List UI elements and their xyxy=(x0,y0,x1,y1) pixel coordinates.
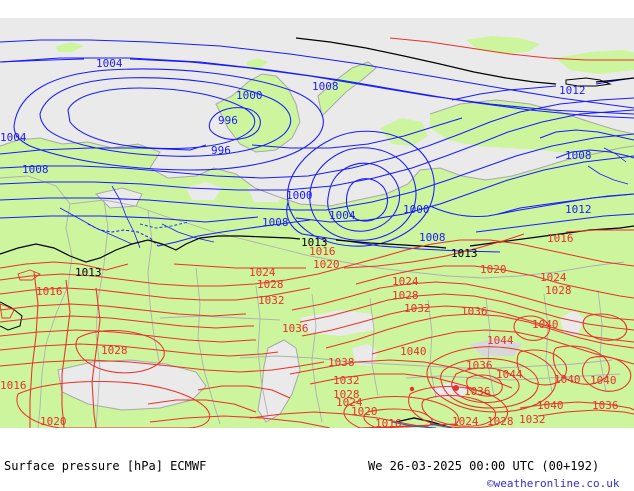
contour-label: 1013 xyxy=(451,247,478,260)
contour-label: 1032 xyxy=(404,302,431,315)
contour-label: 1036 xyxy=(282,322,309,335)
contour-label: 1000 xyxy=(236,89,263,102)
contour-label: 1000 xyxy=(403,203,430,216)
political-borders xyxy=(0,175,625,428)
contour-label: 1020 xyxy=(40,415,67,428)
isobars-high xyxy=(0,37,634,428)
contour-label: 1036 xyxy=(592,399,619,412)
contour-label: 1020 xyxy=(351,405,378,418)
contour-label: 1024 xyxy=(249,266,276,279)
contour-label: 1013 xyxy=(301,236,328,249)
contour-label: 1013 xyxy=(75,266,102,279)
contour-label: 1016 xyxy=(36,285,63,298)
contour-label: 1036 xyxy=(461,305,488,318)
contour-label: 1008 xyxy=(262,216,289,229)
contour-label: 1032 xyxy=(258,294,285,307)
contour-label: 1028 xyxy=(545,284,572,297)
contour-label: 1028 xyxy=(257,278,284,291)
contour-label: 1040 xyxy=(554,373,581,386)
contour-label: 1040 xyxy=(537,399,564,412)
model-run-timestamp: We 26-03-2025 00:00 UTC (00+192) xyxy=(368,459,600,473)
contour-label: 1024 xyxy=(392,275,419,288)
copyright-link[interactable]: ©weatheronline.co.uk xyxy=(487,477,620,490)
land-layer xyxy=(0,36,634,428)
contour-label: 1028 xyxy=(392,289,419,302)
contour-label: 1016 xyxy=(0,379,27,392)
isobars-low xyxy=(0,39,634,253)
contour-label: 1016 xyxy=(375,417,402,428)
map-canvas xyxy=(0,18,634,428)
contour-label: 1012 xyxy=(559,84,586,97)
river-lines xyxy=(139,221,453,428)
contour-label: 1040 xyxy=(400,345,427,358)
contour-label: 1044 xyxy=(496,368,523,381)
contour-label: 1016 xyxy=(547,232,574,245)
contour-label: 1040 xyxy=(532,318,559,331)
contour-label: 1004 xyxy=(96,57,123,70)
product-title: Surface pressure [hPa] ECMWF xyxy=(4,459,207,473)
contour-label: 996 xyxy=(218,114,238,127)
contour-label: 1024 xyxy=(336,396,363,409)
contour-label: 1044 xyxy=(487,334,514,347)
contour-label: 1008 xyxy=(565,149,592,162)
contour-label: 1008 xyxy=(22,163,49,176)
contour-label: 1012 xyxy=(565,203,592,216)
contour-label: 1040 xyxy=(590,374,617,387)
contour-label: 1020 xyxy=(313,258,340,271)
contour-label: 1032 xyxy=(519,413,546,426)
contour-label: 1036 xyxy=(464,385,491,398)
contour-label: 1004 xyxy=(0,131,27,144)
contour-label: 1032 xyxy=(333,374,360,387)
contour-label: 1028 xyxy=(487,415,514,428)
contour-label: 1024 xyxy=(540,271,567,284)
contour-label: 1004 xyxy=(329,209,356,222)
contour-label: 1000 xyxy=(286,189,313,202)
contour-label: 1028 xyxy=(333,388,360,401)
map-footer: Surface pressure [hPa] ECMWF We 26-03-20… xyxy=(0,428,634,490)
pressure-map[interactable]: 1004 1000 1008 1012 996 1004 996 1008 1008 1000 10… xyxy=(0,18,634,428)
contour-label: 1008 xyxy=(312,80,339,93)
contour-label: 1024 xyxy=(452,415,479,428)
contour-label: 1008 xyxy=(419,231,446,244)
contour-label: 1028 xyxy=(101,344,128,357)
contour-label: 1038 xyxy=(328,356,355,369)
contour-label: 1036 xyxy=(466,359,493,372)
contour-label: 996 xyxy=(211,144,231,157)
contour-label: 1016 xyxy=(309,245,336,258)
contour-label: 1020 xyxy=(480,263,507,276)
